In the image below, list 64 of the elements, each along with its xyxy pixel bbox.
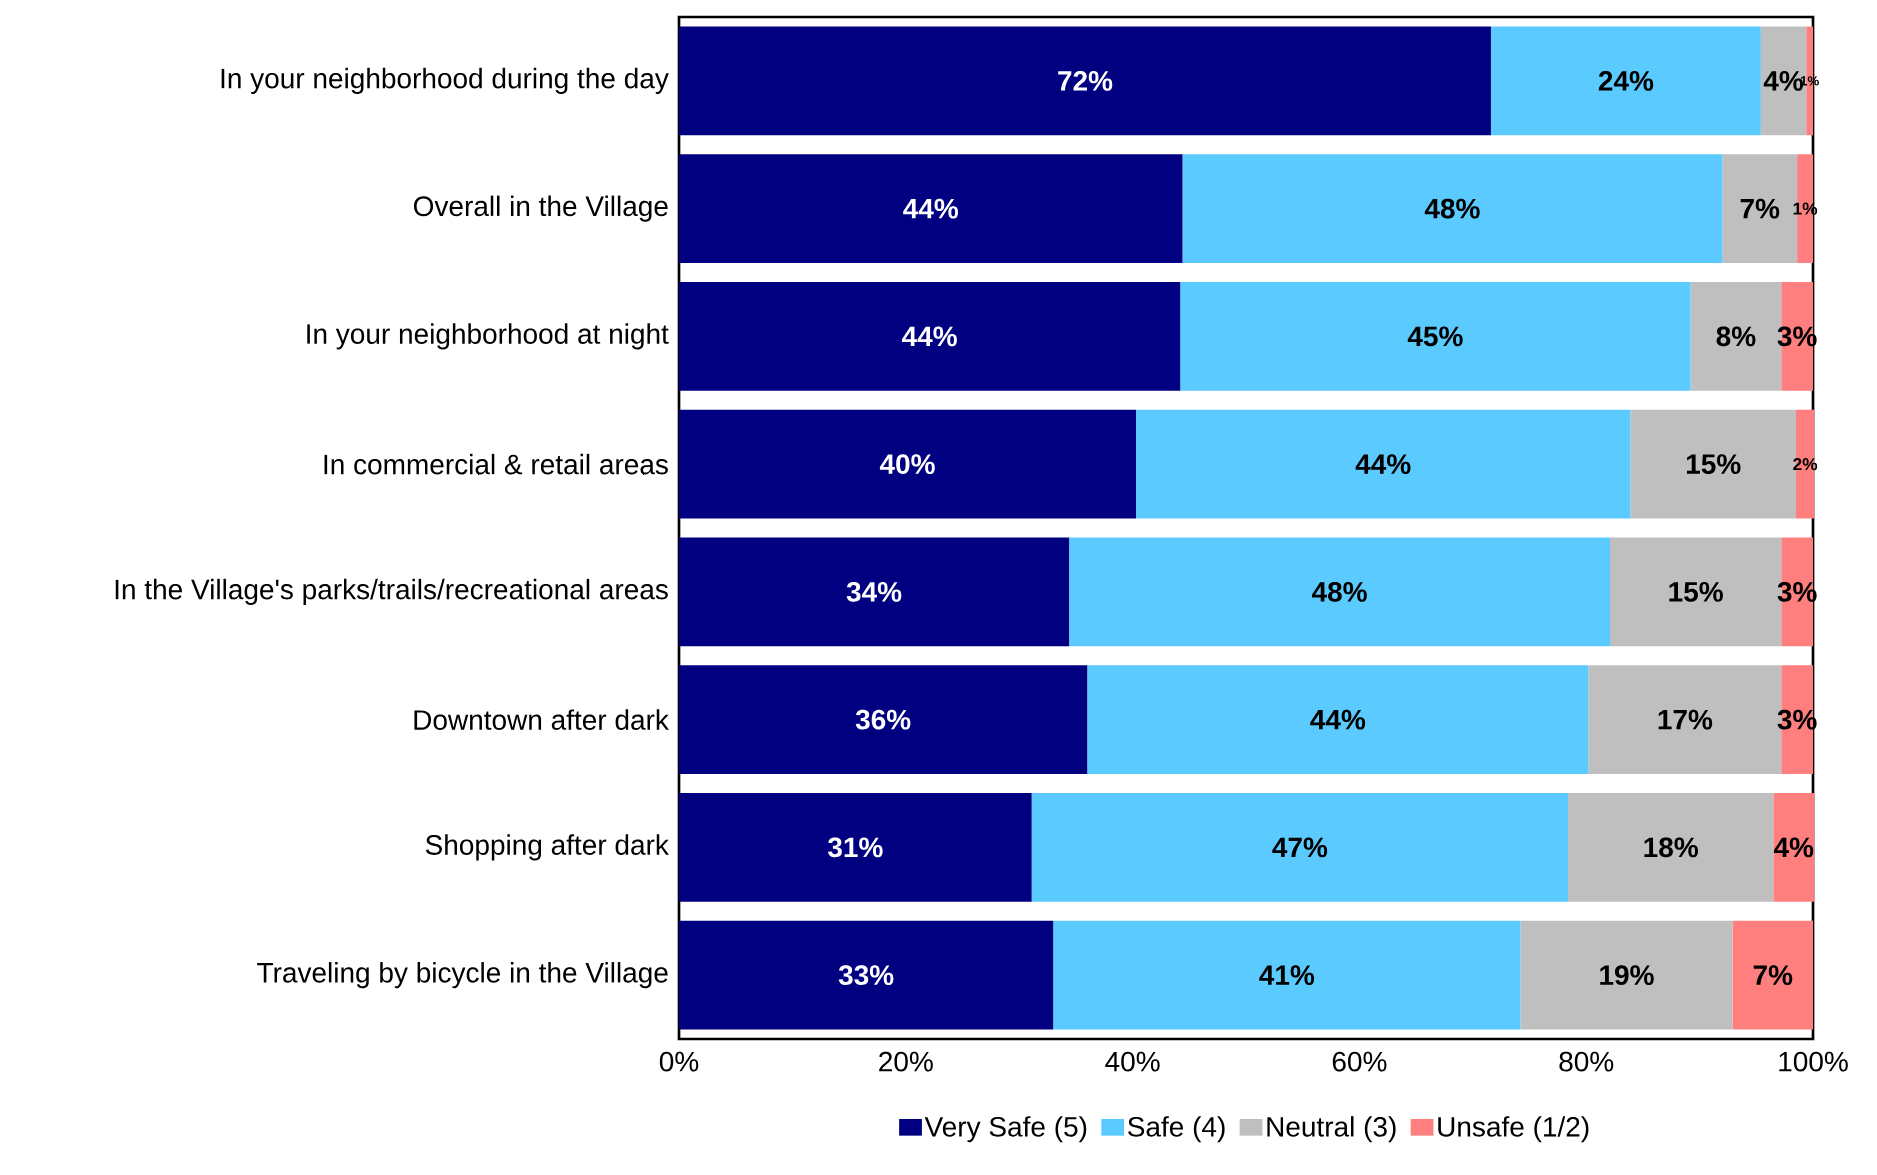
x-tick-label: 100% [1779, 1051, 1848, 1072]
bar [1773, 793, 1815, 902]
data-label: 15% [1686, 454, 1741, 474]
legend-label: Unsafe (1/2) [1438, 1116, 1589, 1143]
bar [679, 282, 1181, 391]
data-label: 44% [902, 326, 957, 347]
y-tick-label: Traveling by bicycle in the Village [257, 962, 668, 989]
data-label: 44% [1355, 454, 1411, 474]
bar [679, 409, 1137, 519]
bar [1520, 920, 1733, 1030]
bar [1087, 665, 1589, 774]
data-label: 44% [1310, 709, 1366, 730]
data-label: 48% [1424, 198, 1480, 219]
x-tick-label: 80% [1559, 1051, 1614, 1072]
data-label: 17% [1658, 709, 1713, 730]
data-label: 48% [1311, 581, 1367, 602]
data-label: 7% [1753, 965, 1793, 985]
data-label: 4% [1773, 837, 1814, 858]
x-tick-label: 20% [879, 1051, 933, 1072]
bar [1180, 282, 1691, 391]
data-label: 47% [1272, 837, 1328, 858]
x-tick-label: 0% [659, 1051, 699, 1072]
data-label: 45% [1407, 326, 1463, 347]
data-label: 36% [855, 709, 911, 730]
data-label: 40% [879, 454, 935, 475]
bar [679, 154, 1183, 263]
bar [679, 26, 1491, 136]
bar [1182, 154, 1723, 263]
data-label: 7% [1740, 198, 1780, 219]
y-tick-label: Overall in the Village [413, 195, 668, 222]
bar [1490, 26, 1761, 136]
data-label: 19% [1600, 965, 1654, 986]
data-label: 18% [1644, 837, 1698, 858]
data-label: 2% [1793, 458, 1818, 471]
legend-label: Safe (4) [1128, 1116, 1225, 1143]
data-label: 8% [1716, 326, 1756, 347]
bar [1732, 920, 1814, 1030]
bar [1136, 409, 1631, 519]
bar [1568, 793, 1774, 902]
data-label: 24% [1598, 70, 1654, 91]
y-tick-label: In the Village's parks/trails/recreational areas [115, 578, 668, 605]
legend-label: Very Safe (5) [924, 1116, 1087, 1143]
y-tick-label: In your neighborhood during the day [221, 67, 669, 94]
y-tick-label: Shopping after dark [425, 834, 669, 861]
data-label: 41% [1259, 965, 1315, 985]
y-tick-label: In your neighborhood at night [307, 323, 669, 350]
bar [679, 537, 1070, 647]
x-tick-label: 40% [1105, 1051, 1160, 1072]
bar [1031, 793, 1569, 902]
data-label: 72% [1058, 70, 1113, 91]
bar [1069, 537, 1611, 647]
bar [679, 665, 1088, 774]
bar [679, 920, 1054, 1030]
bar [679, 793, 1032, 902]
data-label: 34% [846, 581, 902, 602]
data-label: 15% [1669, 581, 1723, 602]
data-label: 33% [838, 965, 894, 986]
y-tick-label: Downtown after dark [414, 709, 669, 730]
y-tick-label: In commercial & retail areas [324, 453, 668, 475]
bar [1053, 920, 1521, 1030]
legend-label: Neutral (3) [1267, 1116, 1396, 1143]
x-tick-label: 60% [1332, 1051, 1387, 1072]
data-label: 31% [827, 837, 883, 858]
data-label: 44% [903, 198, 959, 219]
